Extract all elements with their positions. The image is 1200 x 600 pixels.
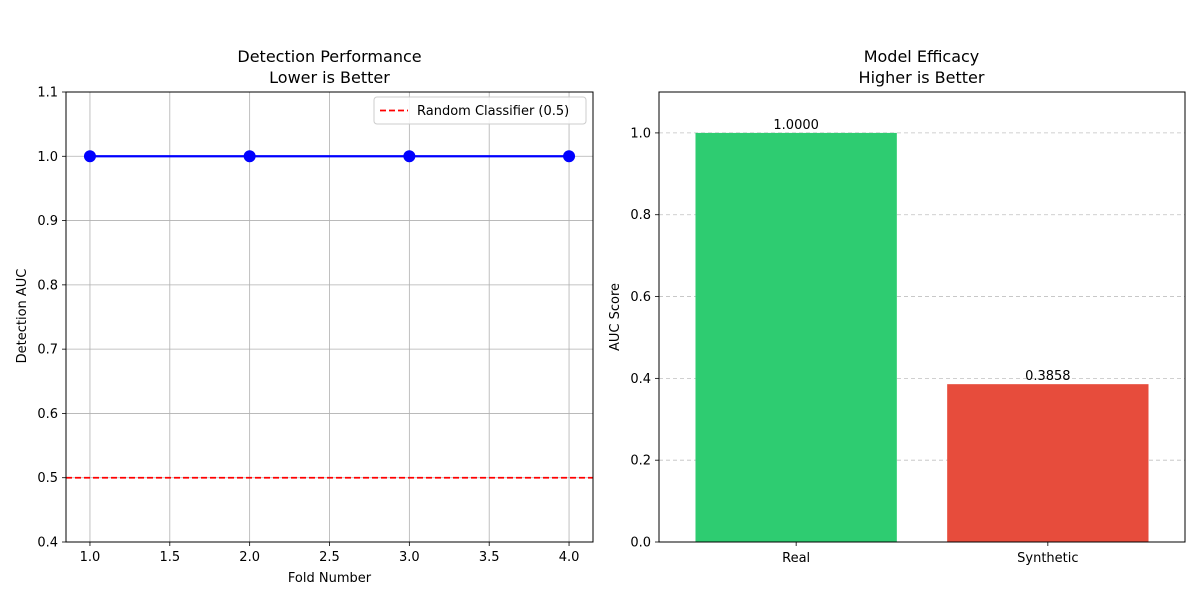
left-axes-frame	[65, 91, 594, 543]
left-y-tick-label: 0.9	[37, 214, 58, 229]
detection-auc-point	[243, 150, 256, 163]
left-y-tick-label: 1.1	[37, 86, 58, 101]
left-y-axis-label: Detection AUC	[15, 269, 30, 364]
right-chart-title-line2: Higher is Better	[859, 68, 985, 87]
left-ticks: 1.0 1.5 2.0 2.5 3.0 3.5 4.0 0.4 0.5 0.6 0.7 0.8 0.9 1…	[37, 86, 579, 566]
right-y-tick-label: 1.0	[630, 126, 651, 141]
legend-box	[373, 96, 587, 125]
detection-auc-point	[83, 150, 96, 163]
bar-value-label: 1.0000	[773, 118, 819, 133]
right-ticks: 0.0 0.2 0.4 0.6 0.8 1.0 Real Synthetic	[630, 126, 1078, 566]
left-x-axis-label: Fold Number	[288, 571, 372, 586]
bar-real	[695, 132, 897, 542]
left-grid	[66, 91, 593, 543]
right-y-tick-label: 0.6	[630, 290, 651, 305]
right-chart-title-line1: Model Efficacy	[864, 47, 980, 66]
left-x-tick-label: 2.0	[239, 550, 260, 565]
left-x-tick-label: 2.5	[319, 550, 340, 565]
legend-entry-label: Random Classifier (0.5)	[417, 104, 569, 119]
right-y-tick-label: 0.8	[630, 208, 651, 223]
right-bars: 1.0000 0.3858	[695, 118, 1149, 542]
right-x-tick-label: Real	[782, 551, 810, 566]
bar-value-label: 0.3858	[1025, 369, 1071, 384]
left-plot-area	[66, 150, 593, 479]
left-x-tick-label: 3.5	[479, 550, 500, 565]
right-y-tick-label: 0.4	[630, 372, 651, 387]
detection-auc-point	[563, 150, 576, 163]
left-x-tick-label: 1.5	[159, 550, 180, 565]
left-y-tick-label: 0.4	[37, 536, 58, 551]
left-y-tick-label: 0.7	[37, 343, 58, 358]
left-y-tick-label: 0.5	[37, 471, 58, 486]
detection-auc-point	[403, 150, 416, 163]
right-axes-frame	[658, 91, 1186, 543]
bar-synthetic	[947, 384, 1149, 542]
left-y-tick-label: 1.0	[37, 150, 58, 165]
left-chart-title-line1: Detection Performance	[237, 47, 421, 66]
left-y-tick-label: 0.8	[37, 278, 58, 293]
legend: Random Classifier (0.5)	[373, 96, 587, 125]
right-y-tick-label: 0.0	[630, 536, 651, 551]
left-x-tick-label: 4.0	[559, 550, 580, 565]
left-chart-title-line2: Lower is Better	[269, 68, 390, 87]
right-y-tick-label: 0.2	[630, 454, 651, 469]
detection-performance-chart: Detection Performance Lower is Better 1.…	[15, 47, 594, 586]
left-y-tick-label: 0.6	[37, 407, 58, 422]
right-x-tick-label: Synthetic	[1017, 551, 1078, 566]
model-efficacy-chart: Model Efficacy Higher is Better 1.00000.…	[608, 47, 1186, 566]
left-x-tick-label: 3.0	[399, 550, 420, 565]
right-y-axis-label: AUC Score	[608, 283, 623, 351]
left-x-tick-label: 1.0	[80, 550, 101, 565]
